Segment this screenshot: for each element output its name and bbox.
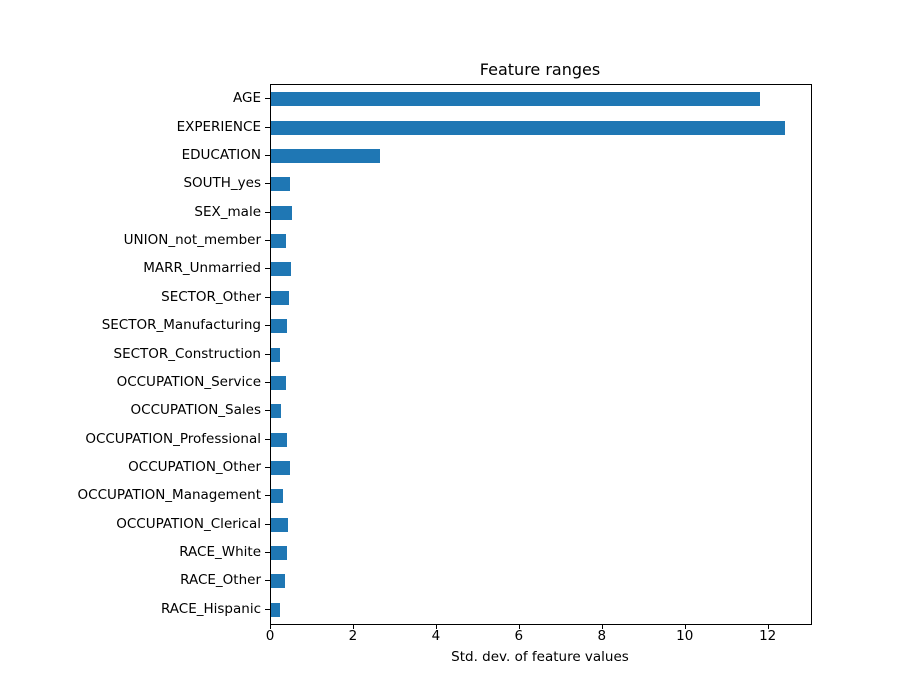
x-tick-mark bbox=[767, 624, 769, 629]
y-tick-label-race_hispanic: RACE_Hispanic bbox=[160, 600, 261, 617]
y-tick-label-sector_other: SECTOR_Other bbox=[161, 288, 261, 305]
x-tick-mark bbox=[601, 624, 603, 629]
x-tick-mark bbox=[684, 624, 686, 629]
y-tick-mark bbox=[265, 126, 270, 128]
plot-area bbox=[270, 84, 812, 625]
bar-occupation_sales bbox=[271, 404, 281, 419]
bar-education bbox=[271, 148, 381, 163]
y-tick-label-age: AGE bbox=[233, 90, 261, 107]
bar-occupation_other bbox=[271, 460, 291, 475]
x-tick-mark bbox=[352, 624, 354, 629]
bar-sector_manufacturing bbox=[271, 319, 288, 334]
y-tick-label-education: EDUCATION bbox=[181, 146, 261, 163]
x-tick-mark bbox=[518, 624, 520, 629]
bar-occupation_management bbox=[271, 489, 284, 504]
y-tick-label-occupation_other: OCCUPATION_Other bbox=[128, 458, 261, 475]
x-tick-label-8: 8 bbox=[597, 628, 607, 644]
y-tick-label-sector_manufacturing: SECTOR_Manufacturing bbox=[101, 317, 261, 334]
y-tick-label-occupation_service: OCCUPATION_Service bbox=[116, 373, 261, 390]
y-tick-label-occupation_management: OCCUPATION_Management bbox=[77, 487, 261, 504]
x-tick-label-10: 10 bbox=[676, 628, 694, 644]
bar-occupation_professional bbox=[271, 432, 288, 447]
y-tick-label-sector_construction: SECTOR_Construction bbox=[113, 345, 262, 362]
y-tick-mark bbox=[265, 410, 270, 412]
y-tick-mark bbox=[265, 552, 270, 554]
bar-occupation_clerical bbox=[271, 517, 288, 532]
bar-race_hispanic bbox=[271, 602, 281, 617]
bar-race_other bbox=[271, 574, 285, 589]
y-tick-label-occupation_clerical: OCCUPATION_Clerical bbox=[116, 515, 261, 532]
y-tick-mark bbox=[265, 98, 270, 100]
bar-occupation_service bbox=[271, 375, 286, 390]
y-tick-mark bbox=[265, 353, 270, 355]
y-tick-label-sex_male: SEX_male bbox=[194, 203, 261, 220]
bar-south_yes bbox=[271, 177, 290, 192]
bar-experience bbox=[271, 120, 786, 135]
y-tick-label-union_not_member: UNION_not_member bbox=[123, 232, 261, 249]
y-tick-mark bbox=[265, 381, 270, 383]
y-tick-mark bbox=[265, 268, 270, 270]
y-tick-mark bbox=[265, 438, 270, 440]
x-tick-mark bbox=[435, 624, 437, 629]
y-tick-label-race_other: RACE_Other bbox=[180, 572, 261, 589]
y-tick-mark bbox=[265, 240, 270, 242]
bar-age bbox=[271, 92, 761, 107]
x-tick-mark bbox=[270, 624, 271, 629]
bar-sector_other bbox=[271, 290, 289, 305]
bar-sector_construction bbox=[271, 347, 281, 362]
y-tick-mark bbox=[265, 523, 270, 525]
y-tick-label-marr_unmarried: MARR_Unmarried bbox=[143, 260, 261, 277]
x-tick-label-0: 0 bbox=[265, 628, 275, 644]
y-tick-mark bbox=[265, 580, 270, 582]
x-tick-label-2: 2 bbox=[348, 628, 358, 644]
y-tick-label-experience: EXPERIENCE bbox=[176, 118, 261, 135]
x-tick-label-12: 12 bbox=[759, 628, 777, 644]
y-tick-mark bbox=[265, 211, 270, 213]
x-axis-label: Std. dev. of feature values bbox=[451, 649, 629, 665]
y-tick-mark bbox=[265, 608, 270, 610]
y-tick-mark bbox=[265, 325, 270, 327]
bar-union_not_member bbox=[271, 234, 287, 249]
y-tick-label-south_yes: SOUTH_yes bbox=[183, 175, 261, 192]
y-tick-mark bbox=[265, 296, 270, 298]
y-tick-label-occupation_sales: OCCUPATION_Sales bbox=[130, 402, 261, 419]
y-tick-mark bbox=[265, 154, 270, 156]
y-tick-label-occupation_professional: OCCUPATION_Professional bbox=[85, 430, 261, 447]
bar-sex_male bbox=[271, 205, 293, 220]
y-tick-mark bbox=[265, 495, 270, 497]
y-tick-mark bbox=[265, 466, 270, 468]
x-tick-label-6: 6 bbox=[514, 628, 524, 644]
y-tick-label-race_white: RACE_White bbox=[179, 544, 261, 561]
bar-marr_unmarried bbox=[271, 262, 291, 277]
chart-title: Feature ranges bbox=[479, 60, 601, 79]
bar-race_white bbox=[271, 546, 287, 561]
y-tick-mark bbox=[265, 183, 270, 185]
x-tick-label-4: 4 bbox=[431, 628, 441, 644]
